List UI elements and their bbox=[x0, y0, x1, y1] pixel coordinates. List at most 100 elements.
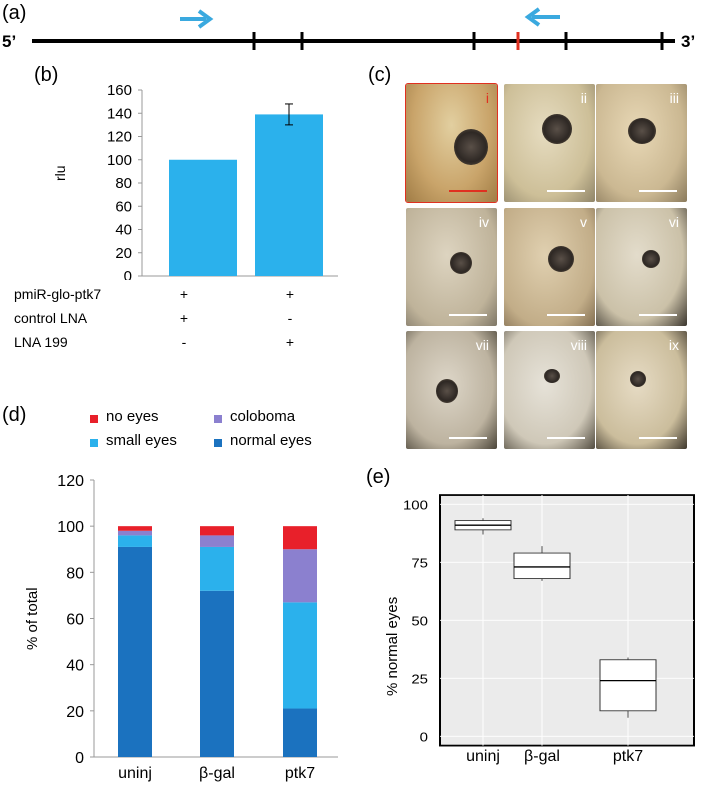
photo-label: i bbox=[485, 90, 489, 106]
table-row-label: pmiR-glo-ptk7 bbox=[14, 286, 102, 302]
photo-label: ii bbox=[580, 90, 587, 106]
embryo-eye bbox=[454, 129, 488, 165]
stack-segment bbox=[118, 530, 152, 536]
embryo-eye bbox=[548, 246, 574, 272]
bar bbox=[255, 114, 323, 276]
embryo-photo: vi bbox=[596, 208, 687, 326]
legend-label-no-eyes: no eyes bbox=[106, 408, 159, 425]
y-tick-label: 0 bbox=[420, 729, 428, 744]
chart-d-ylabel: % of total bbox=[24, 587, 41, 650]
embryo-photo: vii bbox=[406, 331, 497, 449]
stack-segment bbox=[118, 546, 152, 757]
x-tick-label: uninj bbox=[466, 748, 500, 765]
embryo-photo: v bbox=[504, 208, 595, 326]
scale-bar bbox=[639, 314, 677, 316]
table-row-mark: + bbox=[285, 334, 295, 350]
scale-bar bbox=[639, 190, 677, 192]
stack-segment bbox=[118, 535, 152, 547]
panel-label-a: (a) bbox=[2, 2, 27, 24]
stack-segment bbox=[200, 590, 234, 757]
x-tick-label: β-gal bbox=[524, 748, 560, 765]
x-tick-label: uninj bbox=[118, 765, 152, 782]
scale-bar bbox=[449, 437, 487, 439]
panel-label-b: (b) bbox=[34, 64, 59, 86]
panel-label-c: (c) bbox=[368, 64, 392, 86]
three-prime-label: 3’ bbox=[681, 32, 696, 51]
y-tick-label: 60 bbox=[115, 198, 132, 215]
y-tick-label: 0 bbox=[75, 750, 84, 767]
forward-primer-arrow bbox=[180, 9, 214, 29]
embryo-photo: iv bbox=[406, 208, 497, 326]
photo-label: iii bbox=[669, 90, 679, 106]
legend-swatch-coloboma bbox=[214, 415, 222, 423]
legend-swatch-small-eyes bbox=[90, 439, 98, 447]
chart-b: 0 20 40 60 80 100 120 140 160 rlu bbox=[0, 80, 350, 280]
y-tick-label: 75 bbox=[411, 555, 428, 570]
photo-label: iv bbox=[478, 214, 489, 230]
y-tick-label: 120 bbox=[107, 129, 132, 146]
table-row-label: LNA 199 bbox=[14, 334, 68, 350]
photo-label: vi bbox=[668, 214, 679, 230]
scale-bar bbox=[547, 314, 585, 316]
legend-label-small-eyes: small eyes bbox=[106, 432, 177, 449]
y-tick-label: 50 bbox=[411, 613, 428, 628]
stack-segment bbox=[283, 708, 317, 757]
y-tick-label: 20 bbox=[66, 704, 84, 721]
stack-segment bbox=[283, 549, 317, 603]
stack-segment bbox=[283, 602, 317, 709]
x-tick-label: ptk7 bbox=[285, 765, 315, 782]
chart-d-svg: 0 20 40 60 80 100 120 uninj β-gal ptk7 bbox=[57, 473, 338, 782]
embryo-eye bbox=[630, 371, 646, 387]
embryo-photo: viii bbox=[504, 331, 595, 449]
chart-b-ylabel: rlu bbox=[52, 165, 68, 181]
chart-e-ylabel: % normal eyes bbox=[384, 596, 401, 696]
embryo-eye bbox=[642, 250, 660, 268]
table-row-mark: - bbox=[181, 334, 187, 350]
table-row-mark: - bbox=[287, 310, 293, 326]
chart-b-svg: 0 20 40 60 80 100 120 140 160 bbox=[107, 82, 338, 280]
scale-bar bbox=[639, 437, 677, 439]
stack-segment bbox=[200, 535, 234, 547]
x-tick-label: ptk7 bbox=[612, 748, 644, 765]
scale-bar bbox=[449, 314, 487, 316]
y-tick-label: 60 bbox=[66, 612, 84, 629]
embryo-photo: iii bbox=[596, 84, 687, 202]
y-tick-label: 100 bbox=[107, 152, 132, 169]
y-tick-label: 140 bbox=[107, 105, 132, 122]
stack-segment bbox=[118, 526, 152, 531]
embryo-eye bbox=[450, 252, 472, 274]
y-tick-label: 160 bbox=[107, 82, 132, 99]
embryo-eye bbox=[544, 369, 560, 383]
y-tick-label: 120 bbox=[57, 473, 84, 490]
stack-segment bbox=[200, 546, 234, 591]
box bbox=[513, 552, 571, 580]
embryo-photo: ix bbox=[596, 331, 687, 449]
gene-map: 5’ 3’ bbox=[0, 0, 704, 60]
embryo-eye bbox=[628, 118, 656, 144]
scale-bar bbox=[449, 190, 487, 192]
y-tick-label: 80 bbox=[66, 565, 84, 582]
photo-label: vii bbox=[475, 337, 489, 353]
five-prime-label: 5’ bbox=[2, 32, 17, 51]
y-tick-label: 40 bbox=[66, 658, 84, 675]
legend-label-coloboma: coloboma bbox=[230, 408, 296, 425]
embryo-photo: ii bbox=[504, 84, 595, 202]
y-tick-label: 20 bbox=[115, 245, 132, 262]
panel-label-e: (e) bbox=[366, 466, 391, 488]
photo-label: viii bbox=[570, 337, 587, 353]
scale-bar bbox=[547, 437, 585, 439]
y-tick-label: 40 bbox=[115, 222, 132, 239]
stack-segment bbox=[200, 526, 234, 536]
y-tick-label: 100 bbox=[57, 519, 84, 536]
stack-segment bbox=[283, 526, 317, 550]
reverse-primer-arrow bbox=[524, 7, 560, 27]
table-row-mark: + bbox=[285, 286, 295, 302]
legend-label-normal-eyes: normal eyes bbox=[230, 432, 312, 449]
embryo-photo: i bbox=[405, 83, 498, 203]
table-row-mark: + bbox=[179, 310, 189, 326]
box bbox=[599, 659, 657, 712]
chart-e: 0 25 50 75 100 % normal eyes uninj β-gal ptk7 bbox=[368, 488, 704, 785]
legend-swatch-normal-eyes bbox=[214, 439, 222, 447]
y-tick-label: 80 bbox=[115, 175, 132, 192]
embryo-eye bbox=[542, 114, 572, 144]
